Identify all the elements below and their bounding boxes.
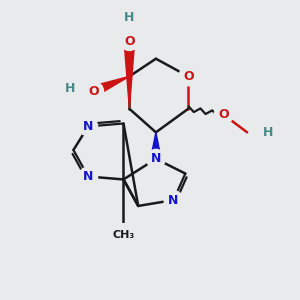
Text: H: H bbox=[65, 82, 76, 95]
Polygon shape bbox=[124, 41, 135, 109]
Text: N: N bbox=[151, 152, 161, 165]
Circle shape bbox=[164, 190, 183, 209]
Circle shape bbox=[120, 32, 139, 50]
Polygon shape bbox=[151, 132, 161, 159]
Circle shape bbox=[79, 117, 98, 136]
Circle shape bbox=[112, 224, 135, 247]
Text: O: O bbox=[183, 70, 194, 83]
Text: CH₃: CH₃ bbox=[112, 230, 135, 240]
Text: O: O bbox=[218, 108, 229, 121]
Polygon shape bbox=[92, 76, 129, 96]
Circle shape bbox=[179, 67, 198, 86]
Text: N: N bbox=[168, 194, 179, 207]
Circle shape bbox=[85, 82, 104, 100]
Circle shape bbox=[146, 149, 165, 168]
Text: O: O bbox=[124, 34, 135, 48]
Circle shape bbox=[79, 167, 98, 186]
Text: N: N bbox=[83, 170, 93, 183]
Text: N: N bbox=[83, 120, 93, 133]
Text: H: H bbox=[124, 11, 135, 24]
Text: O: O bbox=[89, 85, 99, 98]
Text: H: H bbox=[262, 126, 273, 139]
Circle shape bbox=[214, 105, 233, 124]
